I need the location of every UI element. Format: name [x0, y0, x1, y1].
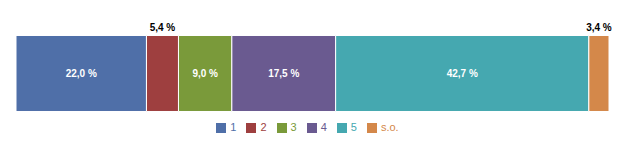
html-text:5: 5 — [350, 120, 357, 133]
html-text:2: 2 — [260, 120, 267, 133]
svg-text:3,4 %: 3,4 % — [586, 22, 612, 33]
html-text:4: 4 — [320, 120, 327, 133]
html-text:1: 1 — [230, 120, 237, 133]
html-text:3: 3 — [290, 120, 297, 133]
svg-text:22,0 %: 22,0 % — [66, 68, 97, 79]
svg-text:5,4 %: 5,4 % — [150, 22, 176, 33]
svg-text:9,0 %: 9,0 % — [192, 68, 218, 79]
html-text:s.o.: s.o. — [380, 120, 399, 133]
svg-text:42,7 %: 42,7 % — [447, 68, 478, 79]
svg-text:17,5 %: 17,5 % — [268, 68, 299, 79]
